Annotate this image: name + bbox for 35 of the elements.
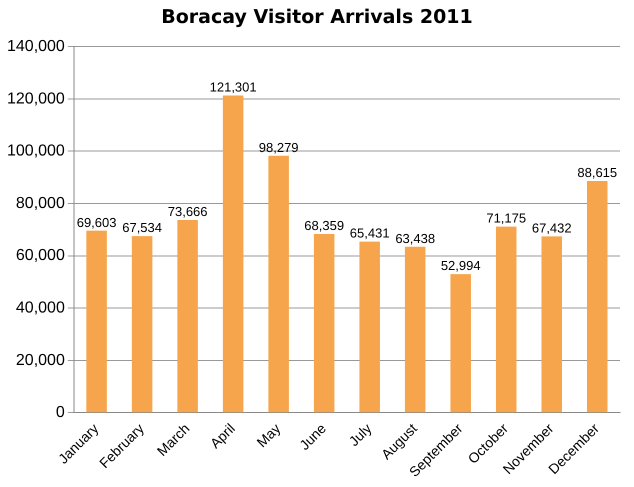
bar [404,246,426,412]
y-tick-label: 120,000 [6,90,65,108]
bar [177,220,198,412]
y-tick-label: 0 [56,404,65,422]
bar [132,236,152,412]
bar [268,156,289,412]
bar [86,230,107,412]
data-label: 67,432 [532,220,572,236]
data-label: 88,615 [577,165,618,180]
data-label: 69,603 [76,214,116,230]
data-label: 98,279 [258,140,299,155]
y-tick-label: 80,000 [16,194,65,212]
bar [496,226,516,412]
data-label: 71,175 [486,210,526,226]
x-tick-label: July [346,420,375,450]
data-label: 67,534 [122,220,162,236]
data-label: 63,438 [395,230,436,246]
bar [541,236,562,412]
data-label: 121,301 [210,80,257,95]
bar [314,234,334,412]
data-label: 65,431 [350,226,390,241]
y-tick-label: 60,000 [16,247,65,264]
y-tick-label: 40,000 [16,300,65,317]
bar [359,242,380,412]
y-tick-label: 140,000 [6,38,65,56]
bar [586,180,608,412]
bar [222,96,244,412]
bar [450,274,471,412]
data-label: 73,666 [168,204,208,220]
x-tick-label: May [253,420,284,450]
data-label: 68,359 [304,218,344,234]
data-label: 52,994 [440,258,481,274]
y-tick-label: 20,000 [16,352,65,369]
chart-title: Boracay Visitor Arrivals 2011 [160,6,474,28]
y-tick-label: 100,000 [6,142,65,160]
